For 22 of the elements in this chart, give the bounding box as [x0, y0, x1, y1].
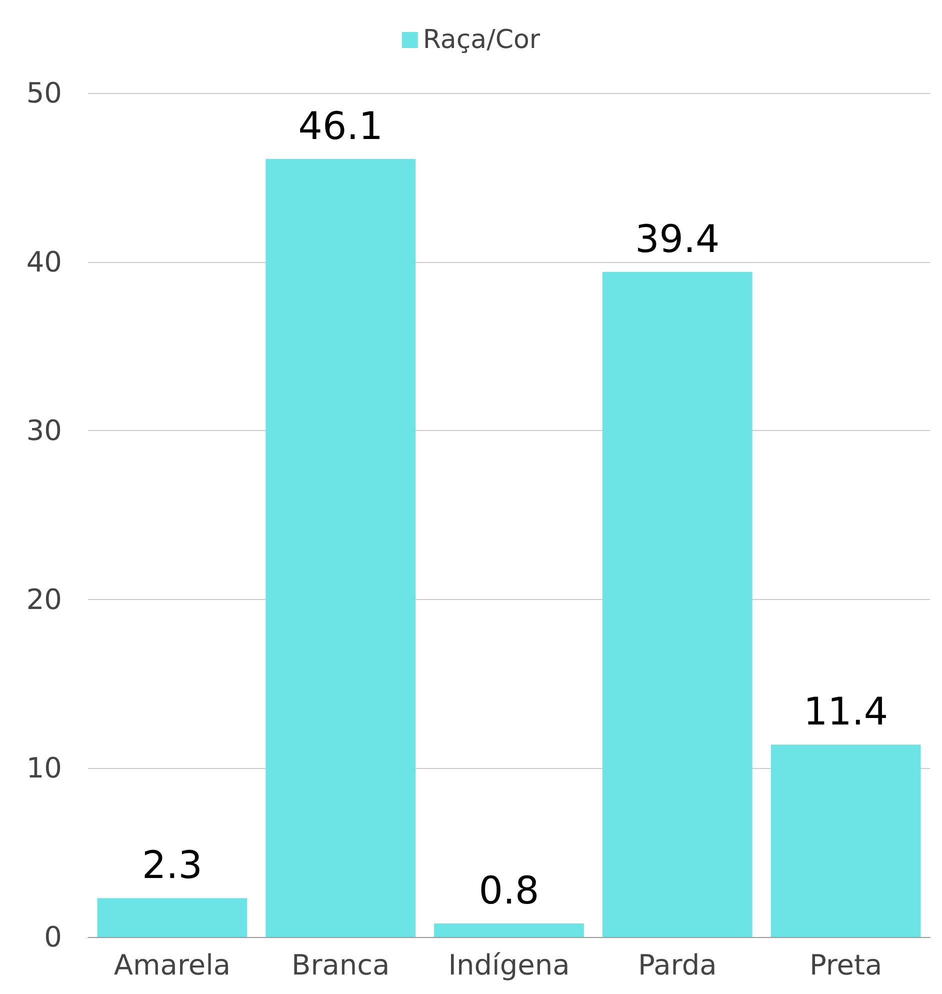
y-tick-label: 20: [26, 582, 62, 616]
data-label: 46.1: [298, 104, 383, 148]
data-label: 2.3: [142, 843, 202, 888]
bar: [770, 744, 921, 937]
bar: [434, 923, 584, 937]
x-tick-label: Preta: [809, 948, 882, 982]
x-tick-label: Indígena: [448, 948, 570, 982]
bar: [602, 272, 752, 937]
data-label: 11.4: [803, 690, 888, 734]
bar: [266, 158, 416, 937]
x-tick-label: Branca: [292, 948, 390, 982]
y-tick-label: 0: [44, 920, 62, 954]
data-label: 39.4: [635, 216, 720, 261]
y-tick-label: 30: [26, 414, 62, 448]
y-tick-label: 40: [26, 245, 62, 278]
legend-label: Raça/Cor: [422, 25, 540, 55]
bar: [97, 898, 248, 937]
x-tick-label: Amarela: [114, 948, 231, 982]
y-tick-label: 10: [26, 752, 62, 785]
y-tick-label: 50: [26, 76, 62, 110]
data-label: 0.8: [478, 868, 540, 912]
x-tick-label: Parda: [638, 948, 717, 982]
